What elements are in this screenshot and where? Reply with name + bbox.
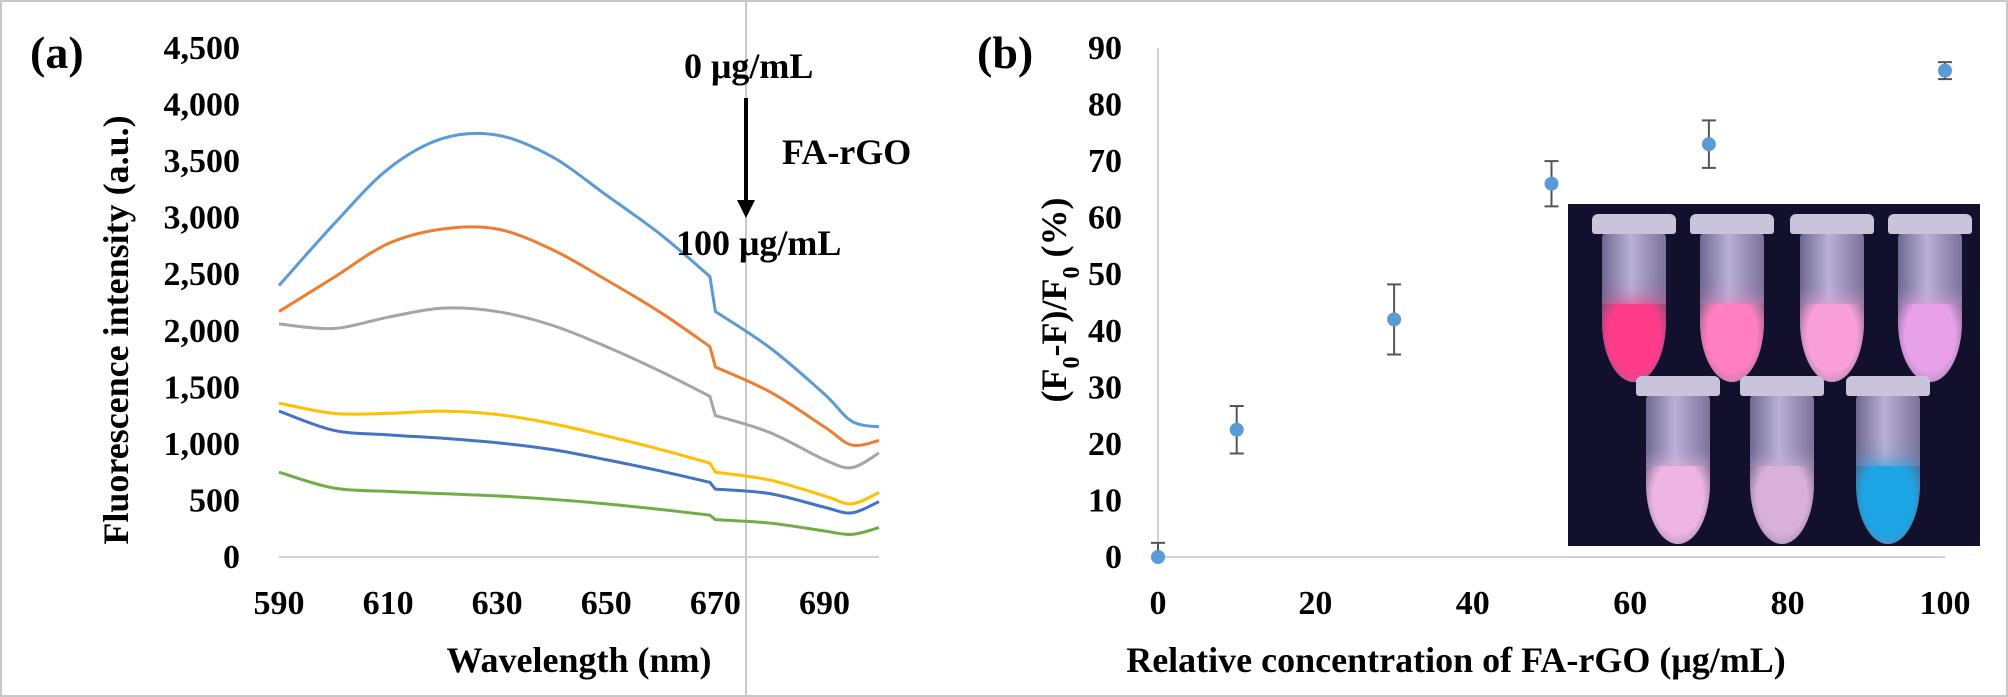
data-point bbox=[1544, 176, 1559, 191]
panel-b-label: (b) bbox=[977, 27, 1033, 78]
panel-b-ytick-label: 90 bbox=[1088, 30, 1122, 67]
data-point bbox=[1151, 550, 1165, 564]
annotation-bottom: 100 μg/mL bbox=[676, 223, 841, 263]
data-point bbox=[1229, 422, 1244, 437]
panel-a-series bbox=[277, 131, 880, 536]
tube-liquid bbox=[1898, 304, 1962, 382]
panel-b-ytick-label: 80 bbox=[1088, 87, 1122, 124]
panel-a-series-line-1 bbox=[277, 131, 880, 429]
sample-tube bbox=[1740, 376, 1824, 546]
panel-a-series-line-3 bbox=[278, 306, 880, 470]
panel-b-ytick-label: 60 bbox=[1088, 200, 1122, 237]
panel-a-ytick-label: 1,500 bbox=[164, 369, 241, 406]
panel-b-frame bbox=[745, 0, 2008, 697]
tube-body bbox=[1800, 232, 1864, 382]
tube-liquid bbox=[1856, 466, 1920, 544]
panel-a-label: (a) bbox=[30, 27, 84, 78]
panel-b-ytick-label: 50 bbox=[1088, 256, 1122, 293]
sample-tube bbox=[1690, 214, 1774, 386]
panel-a-x-ticks: 590 610 630 650 670 690 bbox=[254, 585, 850, 622]
panel-b-xtick-label: 40 bbox=[1456, 585, 1490, 622]
panel-a-xlabel: Wavelength (nm) bbox=[447, 640, 712, 680]
panel-b-ytick-label: 30 bbox=[1088, 369, 1122, 406]
panel-a-series-line-2 bbox=[278, 225, 880, 448]
panel-b-xlabel: Relative concentration of FA-rGO (μg/mL) bbox=[1126, 640, 1786, 680]
tube-body bbox=[1646, 394, 1710, 544]
panel-a-ytick-label: 2,000 bbox=[164, 313, 241, 350]
tube-body bbox=[1602, 232, 1666, 382]
panel-b-xtick-label: 0 bbox=[1150, 585, 1167, 622]
panel-a-series-line-5 bbox=[278, 409, 880, 515]
panel-a-xtick-label: 610 bbox=[363, 585, 414, 622]
panel-a-ytick-label: 3,000 bbox=[164, 200, 241, 237]
panel-a-ytick-label: 0 bbox=[223, 539, 240, 576]
tube-body bbox=[1898, 232, 1962, 382]
panel-a-ytick-label: 1,000 bbox=[164, 426, 241, 463]
tube-cap bbox=[1888, 214, 1972, 234]
panel-a-ytick-label: 500 bbox=[189, 482, 240, 519]
sample-tube bbox=[1790, 214, 1874, 386]
panel-a-xtick-label: 670 bbox=[690, 585, 741, 622]
panel-b-y-ticks: 0 10 20 30 40 50 60 70 80 90 bbox=[1088, 30, 1122, 576]
tube-liquid bbox=[1750, 466, 1814, 544]
panel-a-ytick-label: 4,500 bbox=[164, 30, 241, 67]
sample-tube bbox=[1846, 376, 1930, 546]
tube-liquid bbox=[1700, 304, 1764, 382]
sample-tube bbox=[1636, 376, 1720, 546]
panel-b-xtick-label: 60 bbox=[1613, 585, 1647, 622]
panel-b-xtick-label: 20 bbox=[1298, 585, 1332, 622]
panel-b-xtick-label: 100 bbox=[1920, 585, 1971, 622]
panel-b-ylabel: (F0-F)/F0 (%) bbox=[1034, 198, 1085, 403]
data-point bbox=[1387, 312, 1402, 327]
tube-cap bbox=[1592, 214, 1676, 234]
tube-body bbox=[1750, 394, 1814, 544]
tube-liquid bbox=[1602, 304, 1666, 382]
panel-a-xtick-label: 590 bbox=[254, 585, 305, 622]
data-point bbox=[1701, 137, 1716, 152]
panel-b-ytick-label: 20 bbox=[1088, 426, 1122, 463]
tube-cap bbox=[1690, 214, 1774, 234]
tube-cap bbox=[1846, 376, 1930, 396]
panel-a-ytick-label: 3,500 bbox=[164, 143, 241, 180]
panel-b-x-ticks: 0 20 40 60 80 100 bbox=[1150, 585, 1971, 622]
panel-a-xtick-label: 630 bbox=[472, 585, 523, 622]
panel-a-ytick-label: 2,500 bbox=[164, 256, 241, 293]
annotation-middle: FA-rGO bbox=[782, 132, 911, 172]
tube-cap bbox=[1790, 214, 1874, 234]
panel-a-ylabel: Fluorescence intensity (a.u.) bbox=[96, 115, 136, 544]
panel-b-xtick-label: 80 bbox=[1771, 585, 1805, 622]
panel-a-series-line-4 bbox=[278, 401, 880, 506]
tube-liquid bbox=[1800, 304, 1864, 382]
tube-body bbox=[1856, 394, 1920, 544]
tube-liquid bbox=[1646, 466, 1710, 544]
annotation-top: 0 μg/mL bbox=[684, 46, 813, 86]
tube-cap bbox=[1636, 376, 1720, 396]
panel-b-ytick-label: 0 bbox=[1105, 539, 1122, 576]
data-point bbox=[1938, 63, 1952, 78]
sample-tube bbox=[1888, 214, 1972, 386]
fluorescence-photo-inset bbox=[1568, 204, 1980, 546]
sample-tube bbox=[1592, 214, 1676, 386]
panel-a-xtick-label: 650 bbox=[581, 585, 632, 622]
panel-b-points bbox=[1151, 61, 1952, 564]
panel-a-y-ticks: 0 500 1,000 1,500 2,000 2,500 3,000 3,500 4,000 4… bbox=[164, 30, 241, 576]
tube-cap bbox=[1740, 376, 1824, 396]
panel-b-ytick-label: 40 bbox=[1088, 313, 1122, 350]
panel-b-ytick-label: 70 bbox=[1088, 143, 1122, 180]
annotation-arrow-head bbox=[737, 200, 755, 218]
panel-a-series-line-6 bbox=[278, 470, 880, 536]
panel-a-ytick-label: 4,000 bbox=[164, 87, 241, 124]
panel-b-ytick-label: 10 bbox=[1088, 482, 1122, 519]
tube-body bbox=[1700, 232, 1764, 382]
panel-a-xtick-label: 690 bbox=[799, 585, 850, 622]
